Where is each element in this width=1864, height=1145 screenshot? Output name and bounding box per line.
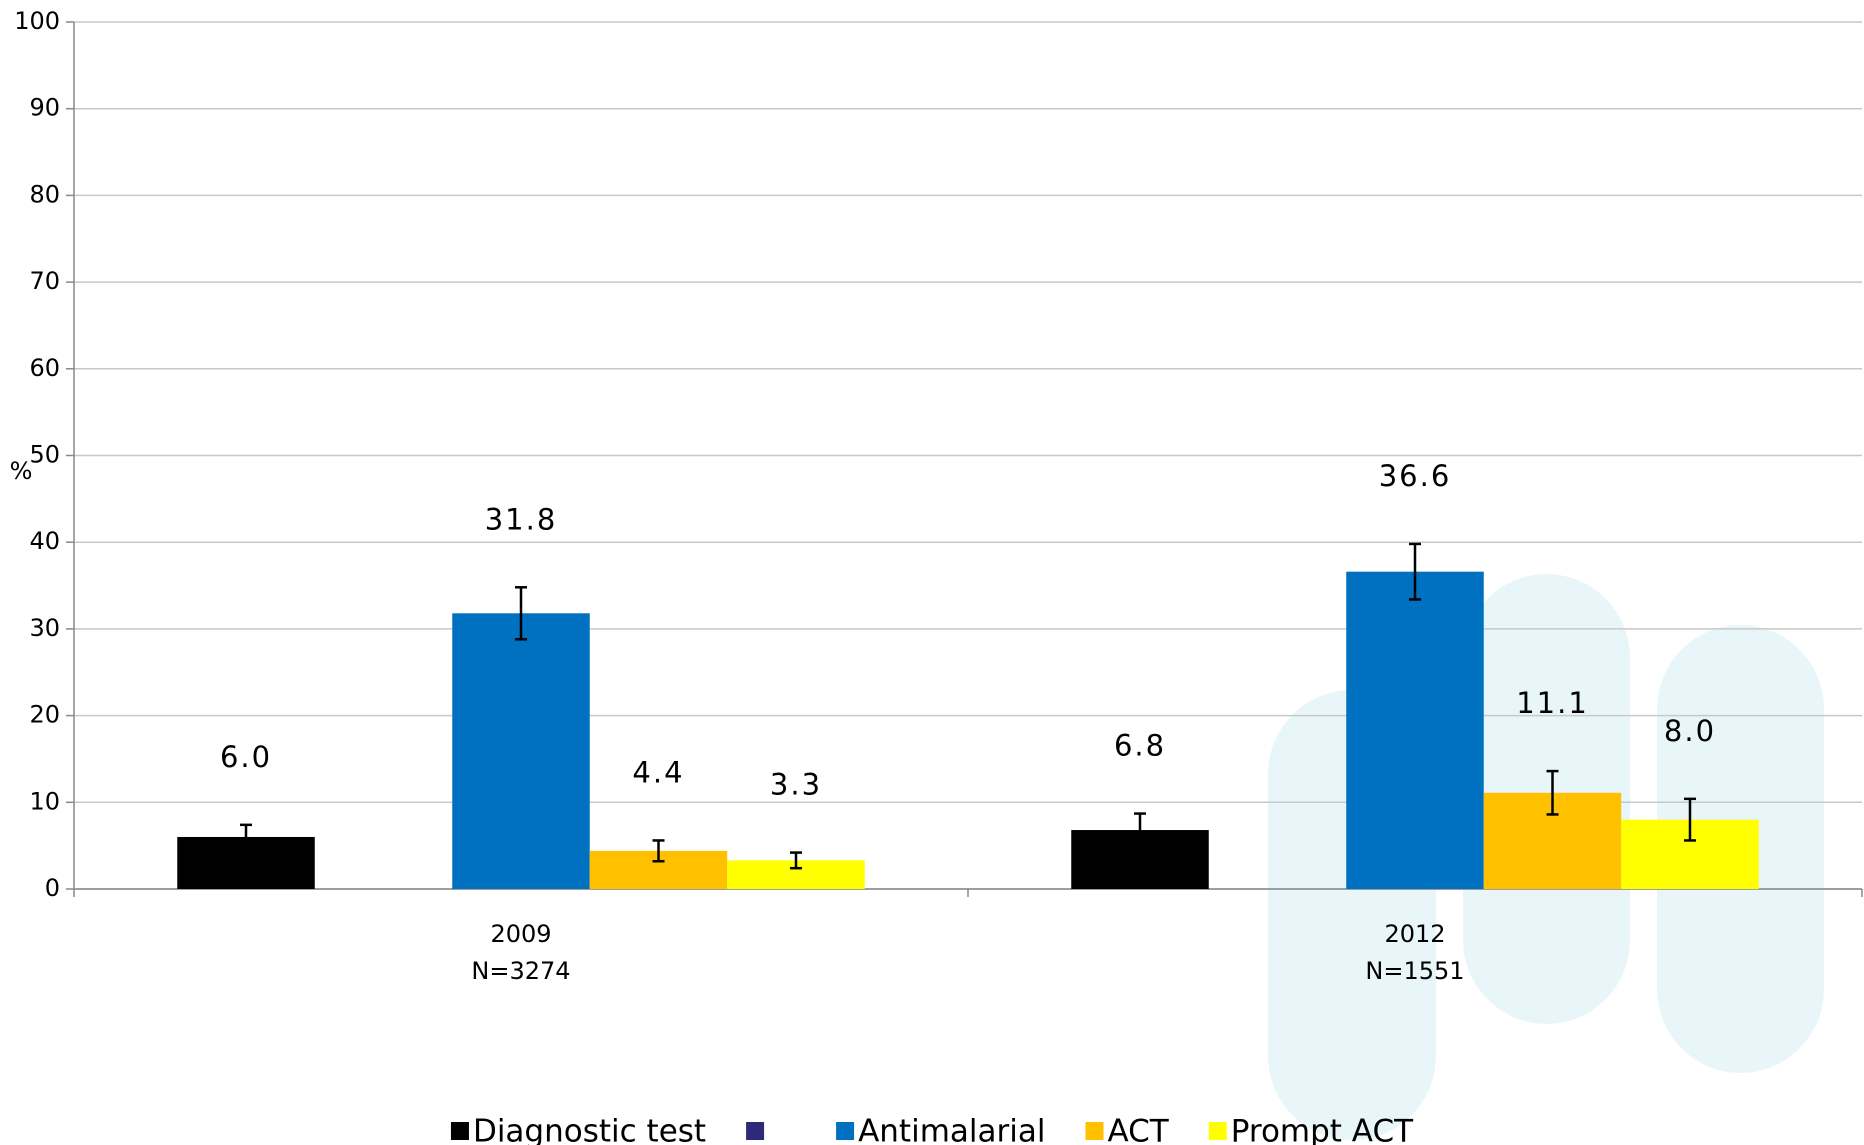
y-tick-label: 20 xyxy=(29,701,60,729)
legend-swatch xyxy=(746,1122,764,1140)
chart: % 01020304050607080901002009N=32746.031.… xyxy=(0,0,1864,1145)
legend-label: Diagnostic test xyxy=(473,1114,706,1145)
legend-swatch xyxy=(1085,1122,1103,1140)
value-label: 36.6 xyxy=(1379,459,1452,493)
value-label: 31.8 xyxy=(485,502,558,536)
legend-swatch xyxy=(836,1122,854,1140)
legend-label: Prompt ACT xyxy=(1231,1114,1414,1145)
y-tick-label: 70 xyxy=(29,267,60,295)
legend-swatch xyxy=(451,1122,469,1140)
value-label: 8.0 xyxy=(1664,714,1716,748)
x-tick-label: 2012 xyxy=(1384,920,1445,948)
value-label: 6.0 xyxy=(220,740,272,774)
y-tick-label: 90 xyxy=(29,94,60,122)
value-label: 11.1 xyxy=(1516,686,1589,720)
y-tick-label: 100 xyxy=(14,7,60,35)
y-tick-label: 80 xyxy=(29,180,60,208)
bar xyxy=(1346,572,1483,889)
x-tick-note: N=3274 xyxy=(471,957,570,985)
y-tick-label: 0 xyxy=(45,874,60,902)
bar xyxy=(452,613,589,889)
x-tick-note: N=1551 xyxy=(1365,957,1464,985)
value-label: 4.4 xyxy=(632,755,684,789)
value-label: 3.3 xyxy=(770,768,822,802)
y-tick-label: 40 xyxy=(29,527,60,555)
legend-label: Antimalarial xyxy=(858,1114,1045,1145)
legend-label: ACT xyxy=(1107,1114,1169,1145)
value-label: 6.8 xyxy=(1114,729,1166,763)
y-tick-label: 10 xyxy=(29,787,60,815)
legend-swatch xyxy=(1209,1122,1227,1140)
x-tick-label: 2009 xyxy=(490,920,551,948)
y-tick-label: 60 xyxy=(29,354,60,382)
y-tick-label: 50 xyxy=(29,441,60,469)
page: {"chart_data": {"type": "bar", "y_label"… xyxy=(0,0,1864,1145)
y-tick-label: 30 xyxy=(29,614,60,642)
